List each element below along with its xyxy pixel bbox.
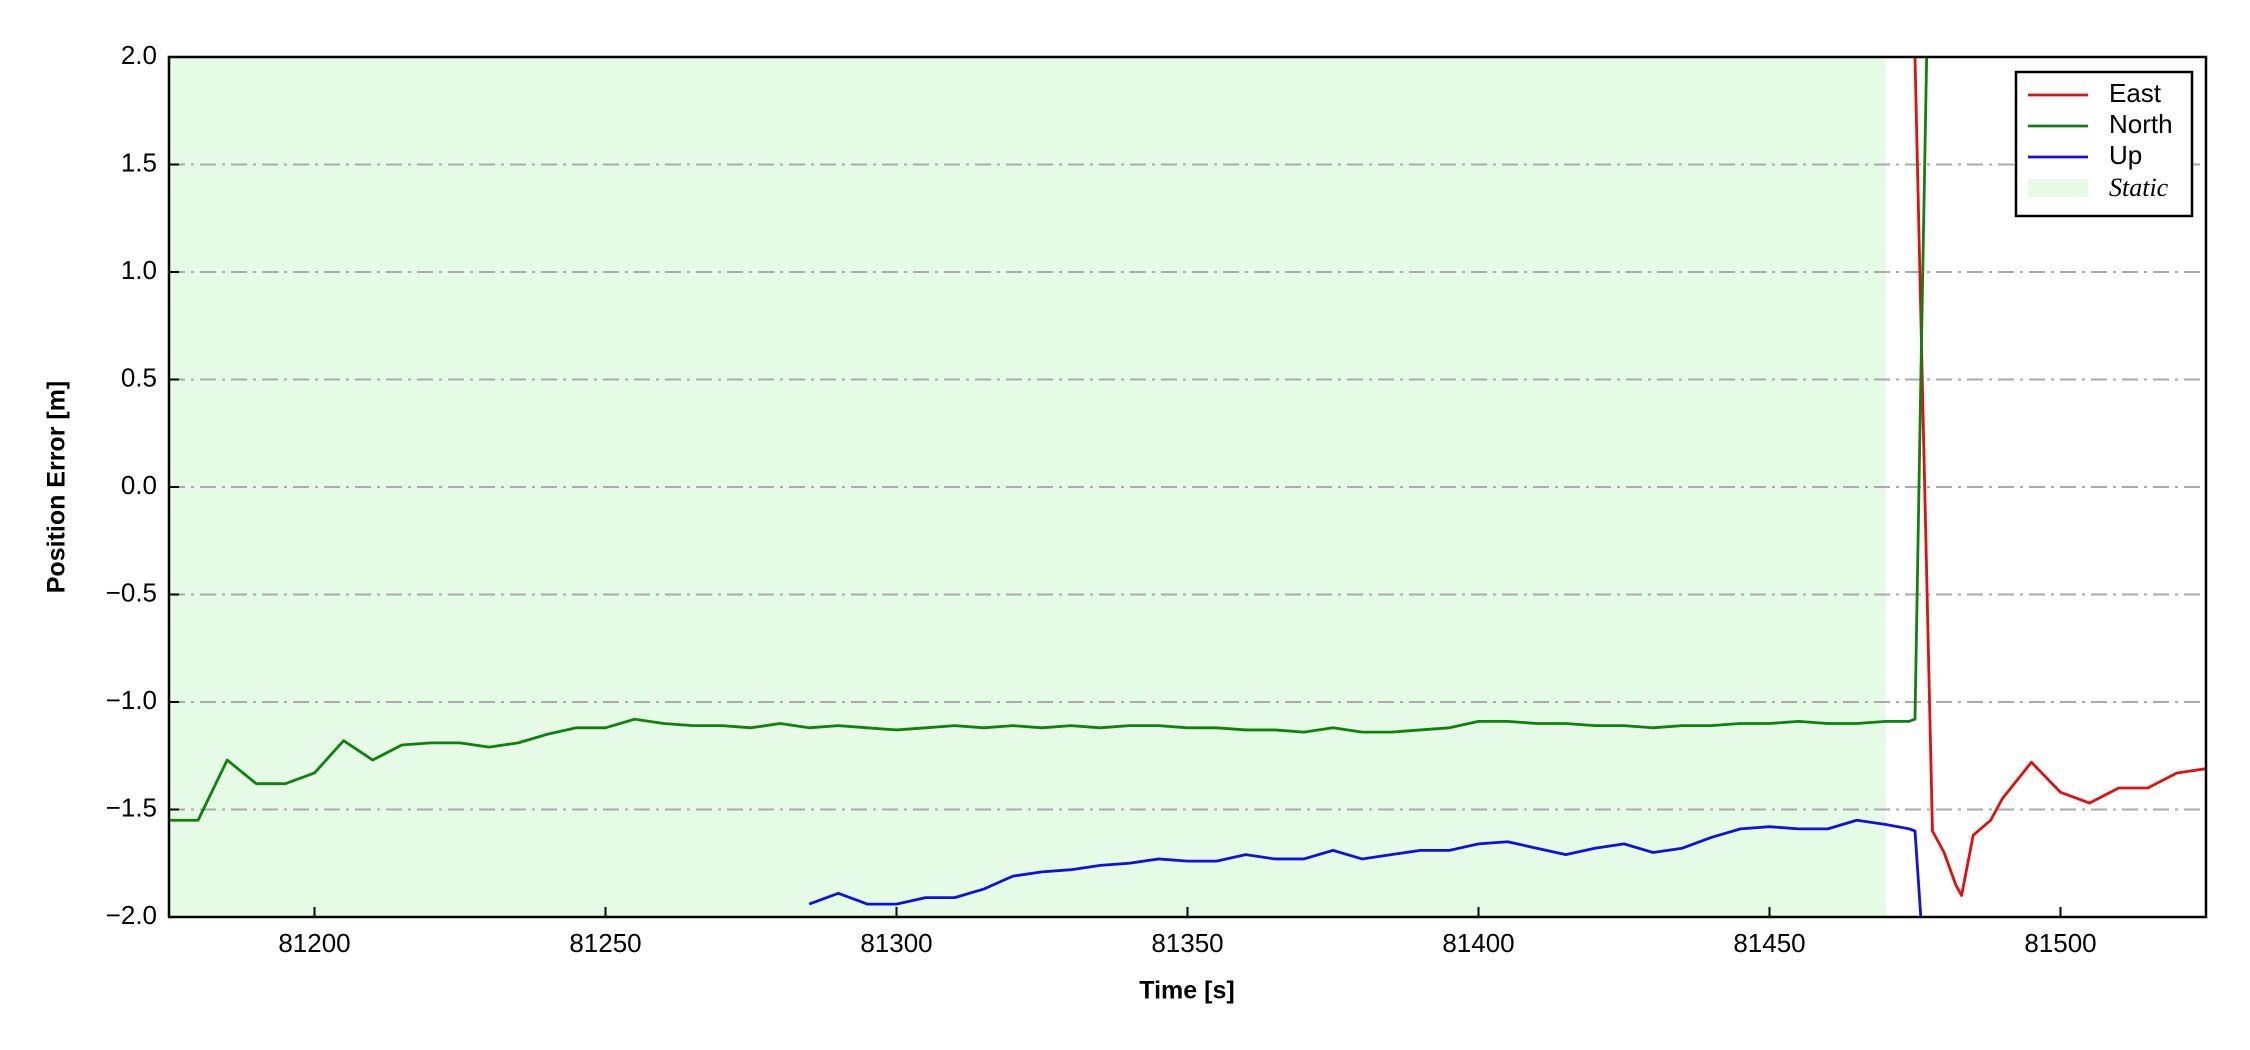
y-axis-label: Position Error [m]: [43, 381, 71, 594]
legend-label: East: [2109, 78, 2162, 108]
y-tick-label: −0.5: [106, 577, 157, 607]
y-tick-label: −1.5: [106, 792, 157, 822]
series-line: [808, 818, 1923, 917]
y-tick-label: −2.0: [106, 900, 157, 930]
x-tick-label: 81200: [278, 928, 350, 958]
x-tick-label: 81250: [569, 928, 641, 958]
x-tick-label: 81400: [1442, 928, 1514, 958]
y-tick-label: 1.5: [121, 147, 157, 177]
x-axis-label: Time [s]: [1139, 977, 1234, 1005]
x-tick-label: 81450: [1733, 928, 1805, 958]
y-tick-label: 2.0: [121, 40, 157, 70]
y-tick-label: 0.5: [121, 362, 157, 392]
plot-area: [169, 57, 2206, 917]
y-tick-label: −1.0: [106, 685, 157, 715]
y-tick-label: 0.0: [121, 470, 157, 500]
legend-label: Up: [2109, 140, 2142, 170]
plot-frame: [167, 55, 2208, 919]
x-tick-label: 81300: [860, 928, 932, 958]
legend-label: North: [2109, 109, 2173, 139]
legend-label: Static: [2109, 173, 2169, 202]
series-line: [1913, 57, 2206, 897]
x-tick-label: 81350: [1151, 928, 1223, 958]
series-line: [169, 57, 1929, 822]
legend-swatch: [2028, 179, 2088, 197]
y-tick-label: 1.0: [121, 255, 157, 285]
x-tick-label: 81500: [2024, 928, 2096, 958]
